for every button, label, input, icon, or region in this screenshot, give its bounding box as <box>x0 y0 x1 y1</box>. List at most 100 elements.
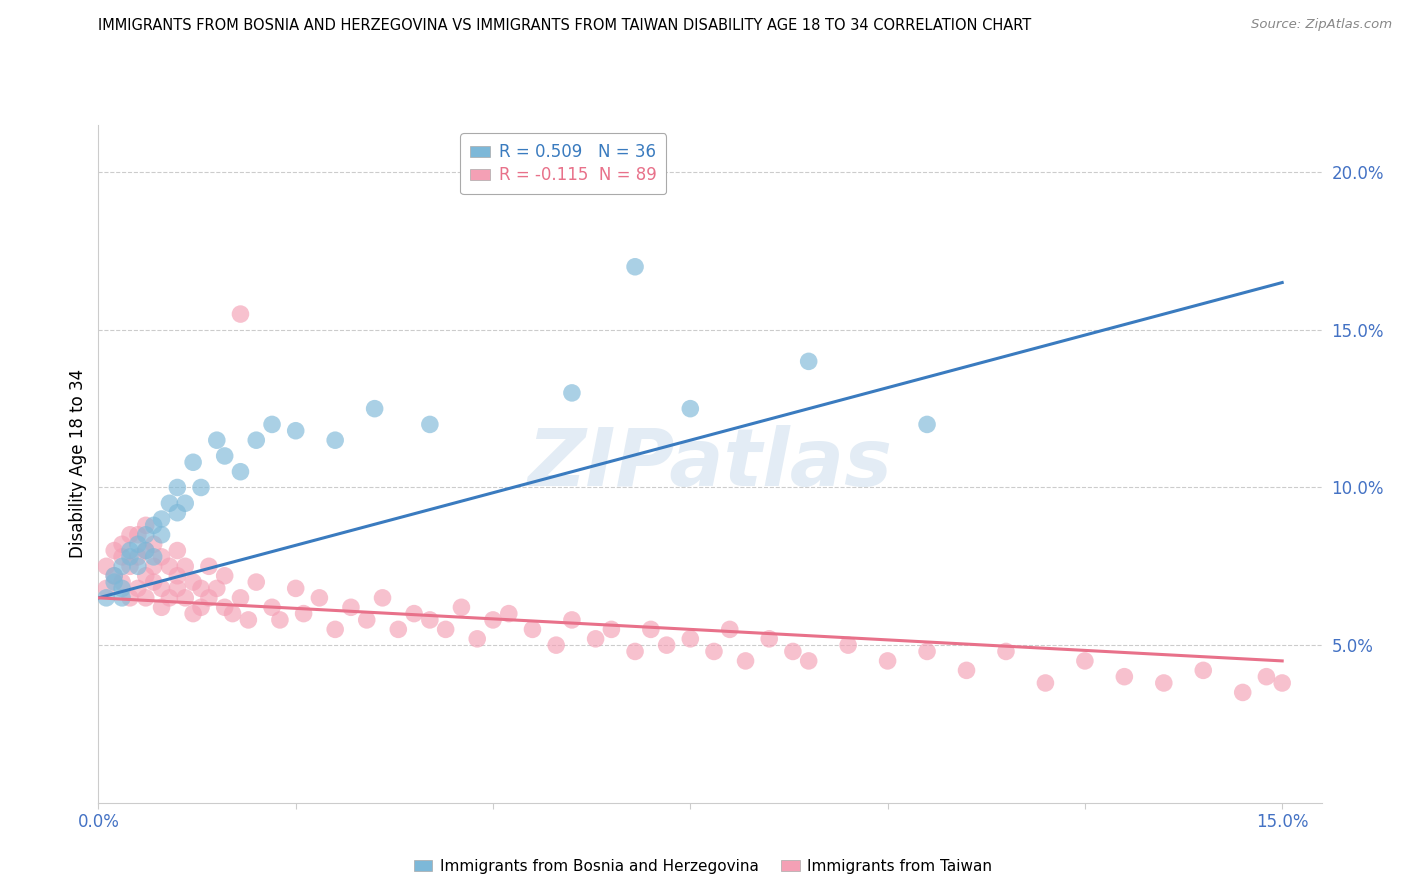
Point <box>190 582 212 596</box>
Point <box>127 528 149 542</box>
Point <box>127 537 149 551</box>
Point <box>522 623 544 637</box>
Point <box>703 644 725 658</box>
Point <box>734 654 756 668</box>
Point <box>190 481 212 495</box>
Point <box>782 644 804 658</box>
Point <box>419 613 441 627</box>
Point <box>797 354 820 368</box>
Point <box>600 623 623 637</box>
Point <box>323 433 346 447</box>
Point <box>260 600 283 615</box>
Point <box>718 623 741 637</box>
Point <box>1192 664 1215 678</box>
Point <box>624 260 647 274</box>
Point <box>214 568 236 582</box>
Point <box>103 543 125 558</box>
Point <box>103 575 125 590</box>
Point <box>955 664 977 678</box>
Point <box>260 417 283 432</box>
Point <box>465 632 488 646</box>
Point <box>159 591 181 605</box>
Point <box>166 543 188 558</box>
Point <box>135 518 157 533</box>
Point <box>214 600 236 615</box>
Point <box>135 543 157 558</box>
Point <box>111 575 134 590</box>
Point <box>797 654 820 668</box>
Point <box>837 638 859 652</box>
Point <box>118 528 141 542</box>
Point <box>679 401 702 416</box>
Point <box>1035 676 1057 690</box>
Point <box>142 575 165 590</box>
Point <box>214 449 236 463</box>
Point <box>915 644 938 658</box>
Point <box>159 559 181 574</box>
Point <box>150 512 173 526</box>
Point <box>434 623 457 637</box>
Point <box>229 307 252 321</box>
Point <box>198 591 221 605</box>
Point <box>111 582 134 596</box>
Point <box>96 582 118 596</box>
Point <box>640 623 662 637</box>
Point <box>150 582 173 596</box>
Point <box>655 638 678 652</box>
Point <box>238 613 260 627</box>
Point <box>450 600 472 615</box>
Point <box>585 632 607 646</box>
Point <box>118 549 141 564</box>
Point <box>1114 670 1136 684</box>
Point <box>166 506 188 520</box>
Point <box>323 623 346 637</box>
Point <box>546 638 568 652</box>
Point <box>284 582 307 596</box>
Point <box>181 575 204 590</box>
Point <box>150 549 173 564</box>
Point <box>1232 685 1254 699</box>
Point <box>229 465 252 479</box>
Point <box>127 549 149 564</box>
Point <box>166 582 188 596</box>
Point <box>111 559 134 574</box>
Point <box>758 632 780 646</box>
Point <box>1074 654 1097 668</box>
Point <box>181 607 204 621</box>
Point <box>111 537 134 551</box>
Point <box>150 600 173 615</box>
Point <box>159 496 181 510</box>
Point <box>1153 676 1175 690</box>
Point <box>245 433 267 447</box>
Point <box>190 600 212 615</box>
Point <box>150 528 173 542</box>
Point <box>205 582 228 596</box>
Text: Source: ZipAtlas.com: Source: ZipAtlas.com <box>1251 18 1392 31</box>
Text: IMMIGRANTS FROM BOSNIA AND HERZEGOVINA VS IMMIGRANTS FROM TAIWAN DISABILITY AGE : IMMIGRANTS FROM BOSNIA AND HERZEGOVINA V… <box>98 18 1032 33</box>
Point <box>103 568 125 582</box>
Point <box>166 481 188 495</box>
Point <box>135 568 157 582</box>
Point <box>292 607 315 621</box>
Point <box>356 613 378 627</box>
Point <box>624 644 647 658</box>
Point <box>561 385 583 400</box>
Point <box>679 632 702 646</box>
Point <box>127 559 149 574</box>
Point <box>308 591 330 605</box>
Point <box>205 433 228 447</box>
Legend: R = 0.509   N = 36, R = -0.115  N = 89: R = 0.509 N = 36, R = -0.115 N = 89 <box>460 133 666 194</box>
Point <box>118 559 141 574</box>
Point <box>221 607 243 621</box>
Point <box>915 417 938 432</box>
Point <box>994 644 1017 658</box>
Point <box>118 591 141 605</box>
Point <box>561 613 583 627</box>
Point <box>181 455 204 469</box>
Point <box>245 575 267 590</box>
Point <box>142 537 165 551</box>
Point <box>118 543 141 558</box>
Text: ZIPatlas: ZIPatlas <box>527 425 893 503</box>
Point <box>1271 676 1294 690</box>
Point <box>135 543 157 558</box>
